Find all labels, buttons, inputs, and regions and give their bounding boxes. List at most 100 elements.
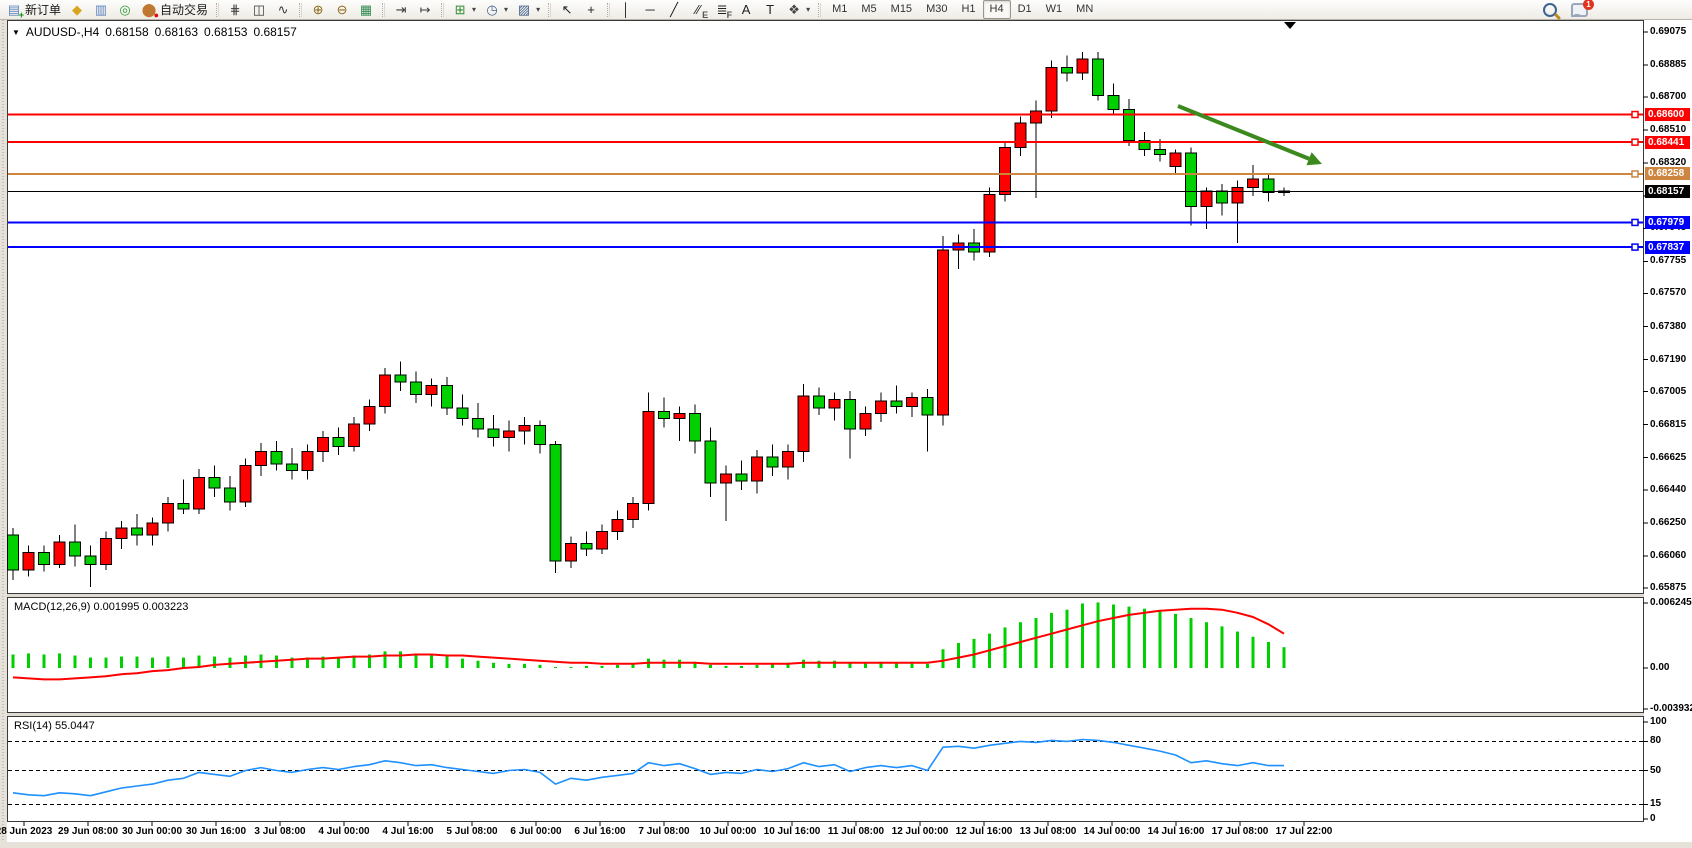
- search-icon[interactable]: [1543, 2, 1562, 20]
- periods-icon[interactable]: ◷ ▾: [480, 0, 512, 20]
- toolbar-right-icons: 1: [1543, 0, 1594, 20]
- panel-splitter[interactable]: [7, 594, 1644, 597]
- autotrading-button[interactable]: ⬤ ● 自动交易: [137, 0, 212, 20]
- one-click-trading-arrow[interactable]: ▼: [12, 27, 20, 37]
- chat-icon[interactable]: 1: [1571, 0, 1594, 17]
- trendline-icon[interactable]: ╱: [662, 0, 686, 20]
- price-line-badge: 0.67979: [1645, 215, 1690, 229]
- timeframe-m15[interactable]: M15: [890, 3, 913, 15]
- time-axis-label: 28 Jun 2023: [0, 826, 53, 837]
- time-axis-label: 4 Jul 16:00: [382, 826, 434, 837]
- arrows-icon: ❖: [788, 1, 800, 17]
- notification-count-badge: 1: [1583, 0, 1594, 10]
- rsi-axis-label: 0: [1650, 813, 1656, 824]
- time-axis-label: 14 Jul 00:00: [1083, 826, 1141, 837]
- fibonacci-icon[interactable]: ≣ F: [710, 0, 734, 20]
- chart-shift-icon[interactable]: ↦: [413, 0, 437, 20]
- vertical-line-icon: │: [622, 1, 631, 17]
- time-axis-label: 30 Jun 00:00: [121, 826, 183, 837]
- price-axis-label: 0.68885: [1650, 59, 1687, 70]
- rsi-axis-label: 80: [1650, 735, 1662, 747]
- price-axis-label: 0.66815: [1650, 418, 1687, 430]
- toolbar-separator: [607, 2, 611, 17]
- time-axis-label: 3 Jul 08:00: [254, 826, 306, 837]
- indicators-icon-dropdown[interactable]: ▾: [472, 5, 477, 14]
- fibonacci-icon: ≣ F: [716, 1, 733, 20]
- equidistant-channel-icon-letter: E: [702, 9, 709, 20]
- timeframe-mn[interactable]: MN: [1076, 3, 1094, 15]
- time-axis-label: 30 Jun 16:00: [185, 826, 247, 837]
- window-bottom-edge: [0, 842, 1692, 848]
- profiles-icon[interactable]: ◆: [65, 0, 89, 20]
- time-axis-label: 10 Jul 00:00: [699, 826, 757, 837]
- crosshair-icon[interactable]: +: [579, 0, 603, 20]
- cursor-icon: ↖: [561, 1, 573, 17]
- candlestick-icon[interactable]: ◫: [247, 0, 271, 20]
- timeframe-d1[interactable]: D1: [1017, 3, 1032, 15]
- macd-axis-label: 0.006245: [1650, 597, 1692, 608]
- time-axis-label: 12 Jul 00:00: [891, 826, 949, 837]
- auto-scroll-icon[interactable]: ⇥: [389, 0, 413, 20]
- zoom-in-icon[interactable]: ⊕: [306, 0, 330, 20]
- equidistant-channel-icon[interactable]: ∕∕ E: [686, 0, 710, 20]
- tile-windows-icon[interactable]: ▦: [354, 0, 378, 20]
- rsi-axis-label: 50: [1650, 764, 1662, 776]
- timeframe-m1[interactable]: M1: [832, 3, 848, 15]
- text-icon[interactable]: A: [734, 0, 758, 20]
- macd-panel[interactable]: [7, 597, 1644, 713]
- price-axis-label: 0.67570: [1650, 287, 1687, 299]
- timeframe-w1[interactable]: W1: [1045, 3, 1063, 15]
- timeframe-h4[interactable]: H4: [982, 0, 1011, 19]
- price-line-badge: 0.68441: [1645, 135, 1690, 149]
- arrows-icon-dropdown[interactable]: ▾: [806, 5, 811, 14]
- new-order-button-overlay: +: [18, 9, 24, 20]
- new-order-button-label: 新订单: [25, 3, 62, 17]
- time-axis-label: 14 Jul 16:00: [1147, 826, 1205, 837]
- price-chart-panel[interactable]: [7, 20, 1644, 594]
- horizontal-line-icon: ─: [645, 1, 655, 17]
- price-axis[interactable]: [1644, 20, 1692, 822]
- cursor-icon[interactable]: ↖: [555, 0, 579, 20]
- macd-axis-label: -0.003932: [1650, 702, 1692, 714]
- timeframe-m30[interactable]: M30: [926, 3, 948, 15]
- zoom-out-icon[interactable]: ⊖: [330, 0, 354, 20]
- time-axis-label: 7 Jul 08:00: [638, 826, 690, 837]
- new-order-button[interactable]: ▤ + 新订单: [2, 0, 65, 20]
- timeframe-m5[interactable]: M5: [861, 3, 877, 15]
- horizontal-line-icon[interactable]: ─: [638, 0, 662, 20]
- toolbar: ▤ + 新订单 ◆ ▥ ◎ ⬤ ● 自动交易 ⋕ ◫ ∿ ⊕ ⊖ ▦ ⇥ ↦ ⊞ ▾ ◷ ▾ ▨ ▾ ↖ + │ ─ ╱ ∕∕ E ≣ F A T…: [0, 0, 1692, 20]
- price-axis-label: 0.66440: [1650, 483, 1687, 495]
- price-axis-label: 0.67190: [1650, 353, 1687, 365]
- navigator-icon[interactable]: ◎: [113, 0, 137, 20]
- data-window-icon[interactable]: ▥: [89, 0, 113, 20]
- text-label-icon: T: [766, 1, 775, 17]
- periods-icon-dropdown[interactable]: ▾: [504, 5, 509, 14]
- templates-icon[interactable]: ▨ ▾: [512, 0, 544, 20]
- fibonacci-icon-letter: F: [726, 9, 733, 20]
- price-axis-label: 0.67380: [1650, 320, 1687, 332]
- vertical-line-icon[interactable]: │: [614, 0, 638, 20]
- quote-high: 0.68163: [154, 25, 199, 39]
- line-chart-icon[interactable]: ∿: [271, 0, 295, 20]
- toolbar-separator: [548, 2, 552, 17]
- price-axis-label: 0.67005: [1650, 385, 1687, 397]
- templates-icon-dropdown[interactable]: ▾: [536, 5, 541, 14]
- data-window-icon: ▥: [94, 1, 108, 17]
- autotrading-button-overlay: ●: [153, 9, 160, 20]
- tile-windows-icon: ▦: [359, 1, 373, 17]
- text-label-icon[interactable]: T: [758, 0, 782, 20]
- bar-chart-icon[interactable]: ⋕: [223, 0, 247, 20]
- time-axis[interactable]: [7, 822, 1692, 842]
- panel-splitter[interactable]: [7, 713, 1644, 716]
- rsi-indicator-label: RSI(14) 55.0447: [14, 720, 95, 732]
- auto-scroll-icon: ⇥: [395, 1, 407, 17]
- macd-indicator-label: MACD(12,26,9) 0.001995 0.003223: [14, 601, 188, 613]
- indicators-icon[interactable]: ⊞ ▾: [448, 0, 480, 20]
- arrows-icon[interactable]: ❖ ▾: [782, 0, 814, 20]
- zoom-out-icon: ⊖: [336, 1, 348, 17]
- timeframe-h1[interactable]: H1: [961, 3, 976, 15]
- price-axis-label: 0.66625: [1650, 451, 1687, 463]
- time-axis-label: 17 Jul 08:00: [1211, 826, 1269, 837]
- rsi-panel[interactable]: [7, 716, 1644, 822]
